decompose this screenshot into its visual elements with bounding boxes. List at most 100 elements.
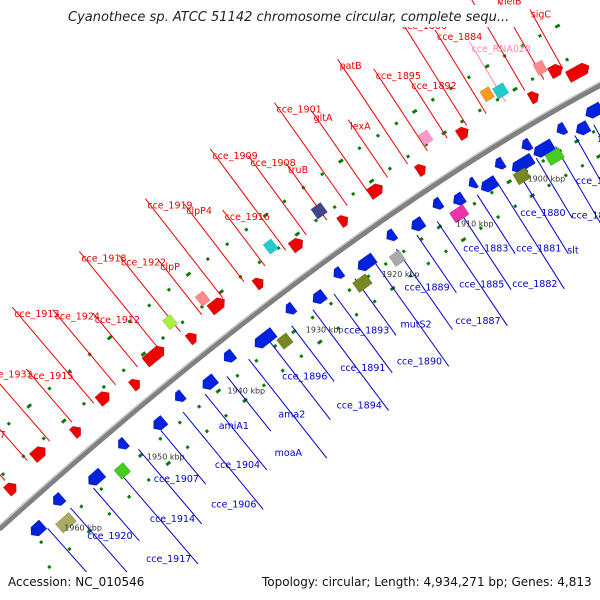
title-backdrop xyxy=(55,5,530,27)
label-leader xyxy=(78,251,160,350)
gc-dot xyxy=(166,287,171,292)
gc-dot xyxy=(280,368,285,373)
label-leader xyxy=(138,448,203,525)
gc-dot xyxy=(146,477,151,483)
kbp-tick-label: 1950 kbp xyxy=(147,452,185,461)
topology-text: Topology: circular; Length: 4,934,271 bp… xyxy=(261,575,592,589)
gene-feature xyxy=(468,176,480,189)
gc-dot xyxy=(140,351,147,357)
gc-dot xyxy=(375,133,381,138)
gene-feature xyxy=(533,138,556,158)
gene-feature xyxy=(411,215,427,232)
gene-feature xyxy=(492,82,510,100)
gene-feature xyxy=(2,482,17,497)
gc-dot xyxy=(595,154,600,159)
footer-backdrop xyxy=(0,572,600,600)
gene-feature xyxy=(511,152,536,174)
gene-label: cce_1891 xyxy=(340,363,385,374)
gene-feature xyxy=(556,121,569,136)
gene-label: cce_1883 xyxy=(463,244,508,255)
gene-label: cce_1919 xyxy=(147,201,192,212)
gc-dot xyxy=(185,271,192,277)
gc-dot xyxy=(520,43,525,48)
gene-feature xyxy=(30,519,48,537)
gc-dot xyxy=(147,303,152,308)
gc-dot xyxy=(448,86,454,91)
gc-dot xyxy=(47,386,52,391)
gc-dot xyxy=(411,108,418,115)
gene-label: cce_1920 xyxy=(87,531,132,542)
gene-label: cce_1933 xyxy=(0,369,33,380)
gc-dot xyxy=(424,142,429,147)
gc-dot xyxy=(547,183,552,188)
gc-dot xyxy=(294,231,301,237)
gc-dot xyxy=(177,420,182,425)
gc-dot xyxy=(197,404,202,409)
label-leader xyxy=(347,119,388,178)
gene-label: cce_1882 xyxy=(512,279,557,290)
gene-feature xyxy=(310,202,328,220)
gene-feature xyxy=(184,332,197,346)
gene-feature xyxy=(585,101,600,119)
gc-dot xyxy=(218,289,225,295)
gene-label: sigC xyxy=(531,10,552,21)
gene-feature xyxy=(251,277,264,291)
gc-dot xyxy=(199,304,205,309)
gc-dot xyxy=(225,242,230,247)
kbp-tick-label: 1930 kbp xyxy=(306,326,344,335)
label-leader xyxy=(528,7,564,70)
gc-dot xyxy=(537,33,543,38)
gc-dot xyxy=(372,299,377,304)
gc-dot xyxy=(443,249,449,254)
gene-feature xyxy=(357,252,378,272)
gene-label: melB xyxy=(497,0,521,7)
label-leader xyxy=(535,157,573,219)
gc-dot xyxy=(489,190,494,195)
gc-dot xyxy=(6,421,11,426)
gc-dot xyxy=(368,178,375,184)
gene-label: mutS2 xyxy=(400,319,431,330)
gene-label: cce_1927 xyxy=(0,430,6,441)
gc-dot xyxy=(67,546,72,552)
gene-label: cce_1908 xyxy=(250,158,295,169)
kbp-tick-label: 1960 kbp xyxy=(64,524,102,533)
label-leader xyxy=(52,309,117,386)
gene-label: cce_1885 xyxy=(459,280,504,291)
kbp-tick-label: 1910 kbp xyxy=(456,220,494,229)
gene-feature xyxy=(94,391,110,407)
label-leader xyxy=(274,102,348,206)
gc-dot xyxy=(126,494,132,499)
kbp-ticks: 1890 kbp 1900 kbp 1910 kbp 1920 kbp 1930 kbp… xyxy=(64,135,600,533)
gc-dot xyxy=(185,445,190,450)
gc-dot xyxy=(419,236,424,242)
label-leader xyxy=(269,341,331,421)
gene-feature xyxy=(352,273,373,294)
label-leader xyxy=(375,263,450,367)
label-leader xyxy=(70,507,136,582)
gene-feature xyxy=(454,126,469,142)
label-leader xyxy=(248,358,328,459)
gene-feature xyxy=(117,436,131,450)
label-leader xyxy=(395,248,453,330)
gene-feature xyxy=(202,373,220,390)
label-leader xyxy=(311,110,368,192)
label-leader xyxy=(574,135,600,181)
gene-label: truB xyxy=(288,165,308,176)
gene-label: cce_1912 xyxy=(95,315,140,326)
gc-dot xyxy=(478,226,483,231)
gene-label: cce_1878 xyxy=(571,211,600,222)
gene-label: cce_1906 xyxy=(211,499,256,510)
gene-label: cce_1907 xyxy=(154,474,199,485)
gene-label: ama2 xyxy=(278,410,305,421)
chromosome-backbone-highlight xyxy=(0,81,600,526)
gc-dot xyxy=(337,158,344,164)
gene-feature xyxy=(28,446,46,464)
gc-dot xyxy=(430,97,435,102)
gc-dot xyxy=(79,504,84,509)
gc-dot xyxy=(99,486,104,492)
gene-feature xyxy=(254,326,278,349)
gene-feature xyxy=(161,313,179,331)
label-leader xyxy=(182,411,264,510)
